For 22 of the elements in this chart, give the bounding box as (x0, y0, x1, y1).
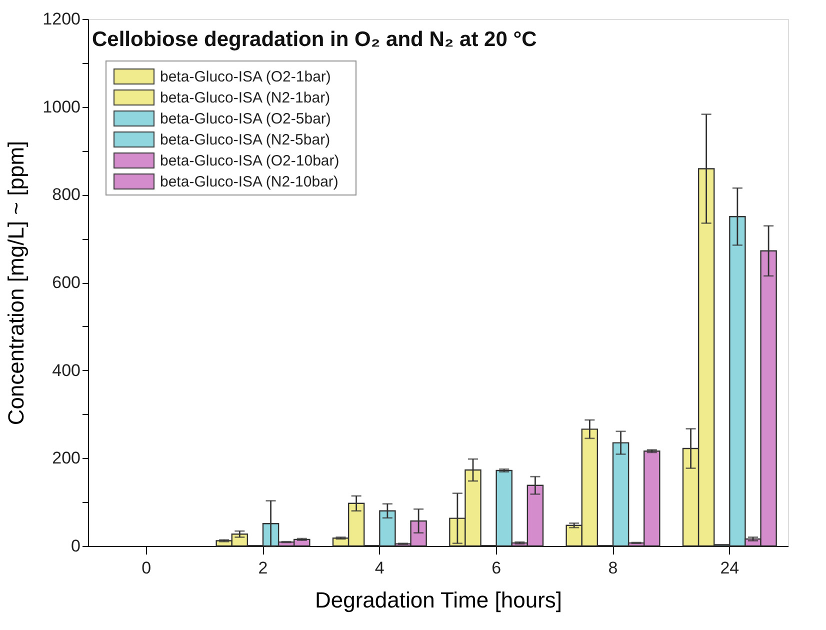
legend-label: beta-Gluco-ISA (N2-5bar) (160, 132, 330, 148)
legend-label: beta-Gluco-ISA (N2-10bar) (160, 174, 338, 190)
y-tick-label: 200 (52, 448, 80, 468)
y-tick-label: 1200 (42, 10, 80, 28)
y-tick-label: 1000 (42, 97, 80, 116)
x-tick-label: 24 (720, 558, 740, 578)
y-tick-label: 800 (52, 185, 80, 204)
y-tick-label: 400 (52, 360, 80, 380)
legend-label: beta-Gluco-ISA (N2-1bar) (160, 90, 330, 106)
x-axis-title: Degradation Time [hours] (314, 588, 562, 612)
y-tick-label: 0 (71, 536, 80, 556)
legend-label: beta-Gluco-ISA (O2-5bar) (160, 110, 331, 128)
x-tick-label: 8 (608, 558, 618, 578)
chart-title: Cellobiose degradation in O₂ and N₂ at 20 °C (92, 28, 537, 51)
x-tick-label: 0 (142, 558, 152, 578)
legend-label: beta-Gluco-ISA (O2-1bar) (160, 68, 331, 86)
x-tick-label: 4 (374, 558, 384, 578)
x-tick-label: 2 (258, 558, 268, 578)
x-tick-label: 6 (492, 558, 502, 578)
y-axis-title: Concentration [mg/L] ~ [ppm] (4, 140, 29, 426)
legend-label: beta-Gluco-ISA (O2-10bar) (160, 152, 340, 170)
y-tick-label: 600 (52, 273, 80, 292)
